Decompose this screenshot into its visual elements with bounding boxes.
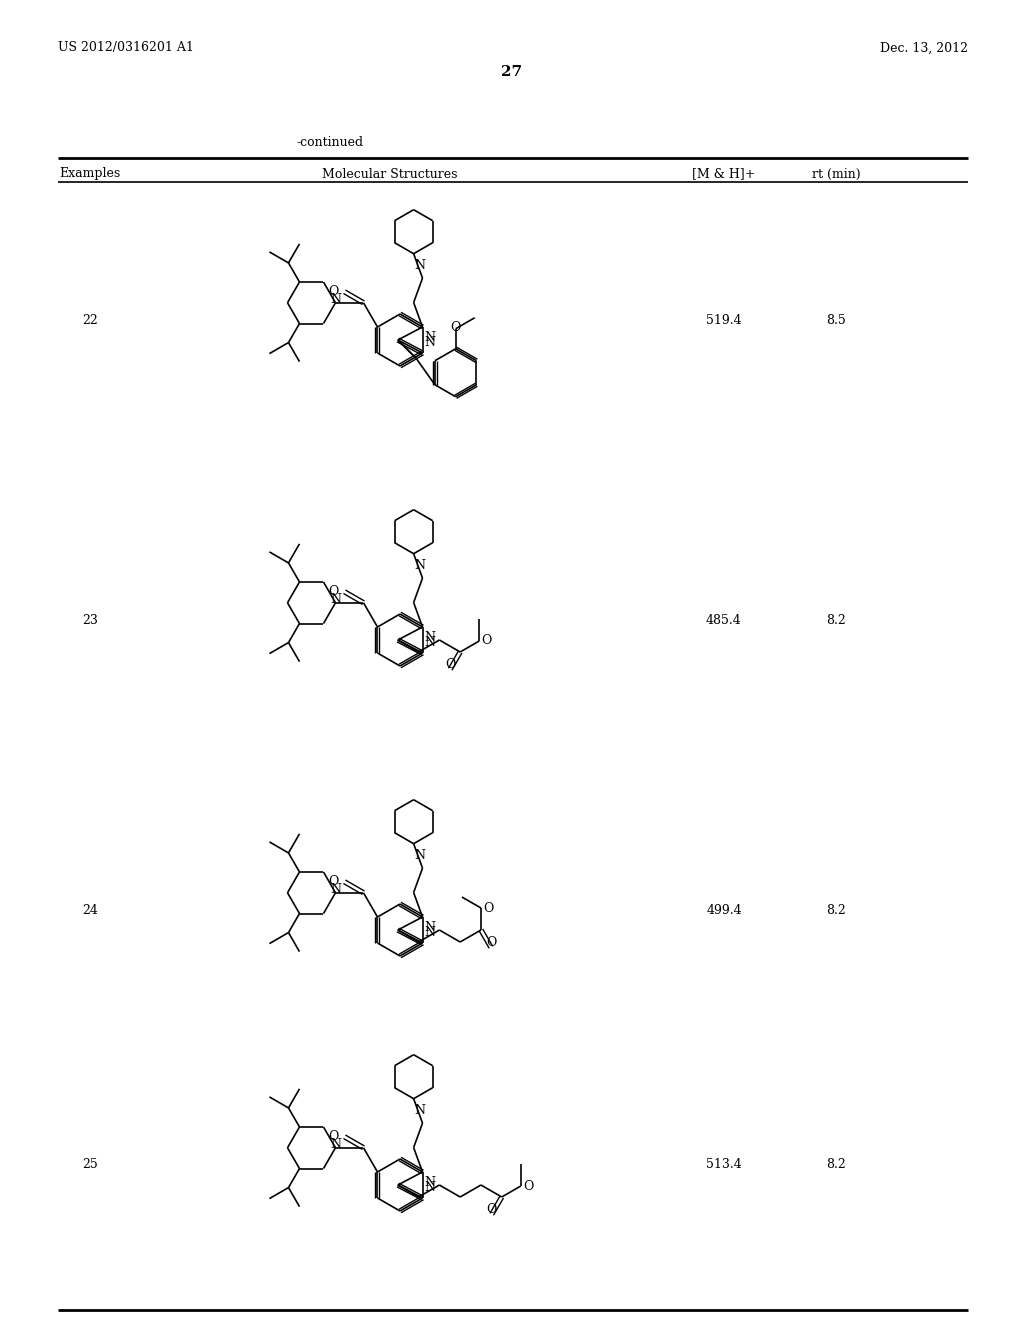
Text: O: O: [445, 659, 456, 672]
Text: N: N: [415, 849, 426, 862]
Text: O: O: [486, 1204, 497, 1216]
Text: 8.2: 8.2: [826, 1159, 846, 1172]
Text: 519.4: 519.4: [707, 314, 741, 326]
Text: N: N: [425, 631, 435, 644]
Text: 23: 23: [82, 614, 98, 627]
Text: N: N: [425, 331, 435, 345]
Text: US 2012/0316201 A1: US 2012/0316201 A1: [58, 41, 194, 54]
Text: 499.4: 499.4: [707, 903, 741, 916]
Text: Dec. 13, 2012: Dec. 13, 2012: [880, 41, 968, 54]
Text: 22: 22: [82, 314, 98, 326]
Text: 27: 27: [502, 65, 522, 79]
Text: Examples: Examples: [59, 168, 121, 181]
Text: N: N: [425, 1176, 435, 1189]
Text: [M & H]+: [M & H]+: [692, 168, 756, 181]
Text: O: O: [328, 285, 338, 298]
Text: N: N: [425, 337, 435, 348]
Text: N: N: [330, 1138, 341, 1151]
Text: N: N: [415, 259, 426, 272]
Text: N: N: [415, 558, 426, 572]
Text: O: O: [523, 1180, 534, 1192]
Text: O: O: [451, 321, 461, 334]
Text: 25: 25: [82, 1159, 98, 1172]
Text: O: O: [328, 1130, 338, 1143]
Text: N: N: [330, 593, 341, 606]
Text: N: N: [330, 883, 341, 896]
Text: O: O: [483, 902, 494, 915]
Text: 8.2: 8.2: [826, 614, 846, 627]
Text: O: O: [485, 936, 497, 949]
Text: rt (min): rt (min): [812, 168, 860, 181]
Text: N: N: [330, 293, 341, 306]
Text: N: N: [425, 927, 435, 939]
Text: 8.2: 8.2: [826, 903, 846, 916]
Text: O: O: [328, 875, 338, 888]
Text: 485.4: 485.4: [707, 614, 741, 627]
Text: 513.4: 513.4: [707, 1159, 741, 1172]
Text: N: N: [425, 921, 435, 935]
Text: N: N: [425, 1181, 435, 1195]
Text: 24: 24: [82, 903, 98, 916]
Text: N: N: [425, 636, 435, 649]
Text: O: O: [328, 585, 338, 598]
Text: Molecular Structures: Molecular Structures: [323, 168, 458, 181]
Text: N: N: [415, 1104, 426, 1117]
Text: 8.5: 8.5: [826, 314, 846, 326]
Text: -continued: -continued: [296, 136, 364, 149]
Text: O: O: [481, 635, 492, 648]
